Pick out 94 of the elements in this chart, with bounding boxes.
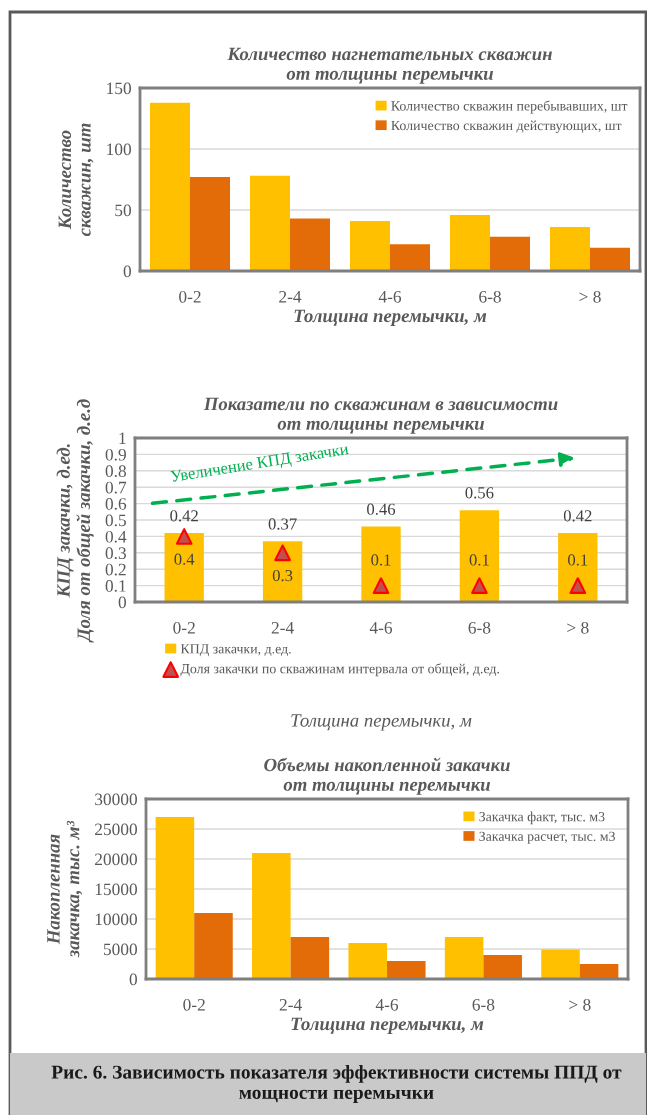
bar [450,214,490,271]
bar [550,227,590,271]
x-tick-label: 4-6 [369,622,393,634]
bar [558,533,598,602]
y-tick-label: 100 [107,143,131,156]
y-tick-label: 5000 [103,943,137,956]
x-tick-label: > 8 [567,621,589,634]
x-tick-label: 6-8 [472,998,495,1011]
x-tick-label: > 8 [579,290,601,303]
point [569,577,587,594]
x-axis-title: Толщина перемычки, м [291,1017,484,1034]
y-tick-label: 0 [123,265,131,278]
data-label: 0.37 [268,518,297,530]
y-tick-label: 0.2 [105,563,126,576]
y-tick-label: 0.3 [105,547,126,560]
point [471,577,488,594]
bar [150,102,190,271]
y-tick-label: 25000 [95,823,137,836]
x-tick-label: 0-2 [183,998,205,1011]
bar [348,943,387,979]
bar [579,964,619,979]
legend-label: Закачка факт, тыс. м3 [479,811,605,825]
bar [250,175,290,271]
x-tick-label: 4-6 [375,999,399,1011]
x-tick-label: 0-2 [173,621,195,634]
x-tick-label: 6-8 [479,290,501,303]
y-axis-title: Количество скважин, шт [58,123,94,237]
bar [483,955,522,979]
bar [361,526,401,602]
y-tick-label: 10000 [95,913,137,926]
x-tick-label: 2-4 [271,622,294,634]
point [175,528,193,545]
point [372,577,390,594]
data-label: 0.42 [170,510,198,522]
bar [290,218,330,271]
legend-label: Количество скважин действующих, шт [391,120,622,134]
data-label: 0.4 [174,553,195,565]
bar [590,247,630,271]
y-tick-label: 0.9 [105,448,126,461]
bar [444,937,484,979]
bar [155,817,195,979]
data-label: 0.46 [367,503,396,515]
bar [190,177,230,271]
x-tick-label: 6-8 [468,621,491,634]
y-tick-label: 0.4 [105,530,127,543]
y-tick-label: 0 [129,973,137,986]
data-label: 0.56 [465,487,494,499]
bar [194,913,233,979]
x-tick-label: 2-4 [279,291,302,303]
legend-label: Доля закачки по скважинам интервала от общей, д.ед. [180,663,500,677]
bar [459,510,500,602]
annotation: Увеличение КПД закачки [170,443,350,486]
bar [350,220,390,271]
bar [390,244,430,271]
y-tick-label: 1 [119,432,126,445]
y-tick-label: 50 [115,204,131,217]
data-label: 0.1 [568,554,588,566]
bar [490,236,530,271]
bar [541,949,580,979]
legend-label: Количество скважин перебывавших, шт [391,100,628,114]
legend-label: Закачка расчет, тыс. м3 [479,831,615,844]
x-tick-label: 2-4 [279,999,302,1011]
data-label: 0.1 [371,554,391,566]
y-tick-label: 150 [107,82,131,95]
data-label: 0.1 [469,554,489,566]
y-tick-label: 15000 [95,883,137,896]
y-tick-label: 0.5 [105,514,126,527]
legend-label: КПД закачки, д.ед. [180,644,291,657]
y-tick-label: 30000 [95,793,137,806]
x-axis-title: Толщина перемычки, м [294,309,487,326]
x-axis-title: Толщина перемычки, м [291,714,472,731]
y-tick-label: 20000 [95,853,137,866]
data-label: 0.42 [563,510,592,522]
y-tick-label: 0.8 [105,465,126,478]
y-tick-label: 0.6 [105,498,127,510]
bar [387,961,426,979]
text: Рис. 6. Зависимость показателя эффективности системы ППД от мощности перемычки [51,1065,622,1103]
x-tick-label: 4-6 [378,291,402,303]
bar [252,853,291,979]
y-tick-label: 0 [118,596,126,609]
chart-title: Объемы накопленной закачки от толщины перемычки [264,757,510,795]
y-axis-title: КПД закачки, д.ед. Доля от общей закачки, д.е.д [56,399,94,643]
bar [262,541,303,602]
x-tick-label: 0-2 [179,290,201,303]
y-axis-title: Накопленная закачка, тыс. м³ [47,820,83,958]
y-tick-label: 0.1 [105,580,126,592]
chart-title: Количество нагнетательных скважин от толщины перемычки [227,47,552,84]
chart-title: Показатели по скважинам в зависимости от толщины перемычки [203,397,558,434]
x-tick-label: > 8 [569,998,591,1011]
bar [164,533,204,602]
y-tick-label: 0.7 [105,481,127,494]
point [274,544,291,562]
bar [290,937,330,979]
data-label: 0.3 [272,569,293,582]
